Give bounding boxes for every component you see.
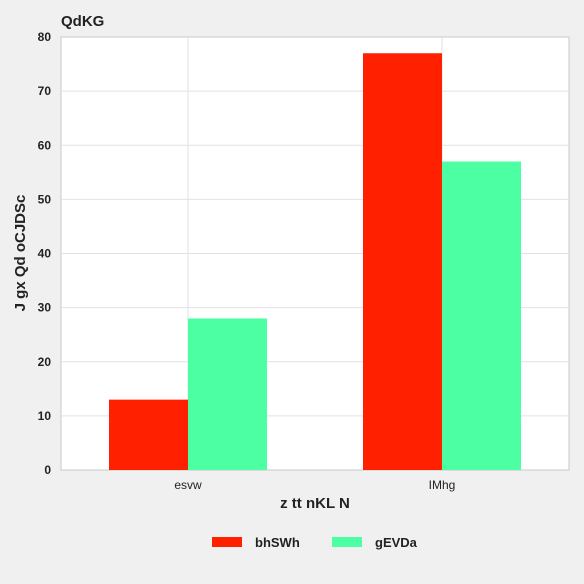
y-tick-label: 50 <box>38 192 52 206</box>
legend-swatch-bhSWh <box>212 537 242 547</box>
bar-bhSWh-IMhg <box>363 53 442 471</box>
x-axis-title: z tt nKL N <box>280 495 350 512</box>
y-axis-title: J gx Qd oCJDSc <box>12 195 29 312</box>
legend-label-gEVDa: gEVDa <box>375 535 418 550</box>
x-tick-label: IMhg <box>429 478 456 492</box>
bar-gEVDa-esvw <box>188 318 267 470</box>
bar-bhSWh-esvw <box>109 399 188 470</box>
y-tick-label: 30 <box>38 301 52 315</box>
y-tick-label: 20 <box>38 355 52 369</box>
y-tick-label: 40 <box>38 247 52 261</box>
chart-title: QdKG <box>61 13 104 30</box>
legend-swatch-gEVDa <box>332 537 362 547</box>
y-axis-ticks: 0 10 20 30 40 50 60 70 80 <box>38 30 52 477</box>
bars <box>109 53 521 471</box>
x-tick-label: esvw <box>174 478 202 492</box>
y-tick-label: 0 <box>44 463 51 477</box>
bar-gEVDa-IMhg <box>442 161 521 471</box>
y-tick-label: 80 <box>38 30 52 44</box>
y-tick-label: 70 <box>38 84 52 98</box>
y-tick-label: 10 <box>38 409 52 423</box>
y-tick-label: 60 <box>38 138 52 152</box>
legend: bhSWh gEVDa <box>212 535 418 550</box>
x-axis-ticks: esvw IMhg <box>174 478 455 492</box>
legend-label-bhSWh: bhSWh <box>255 535 300 550</box>
